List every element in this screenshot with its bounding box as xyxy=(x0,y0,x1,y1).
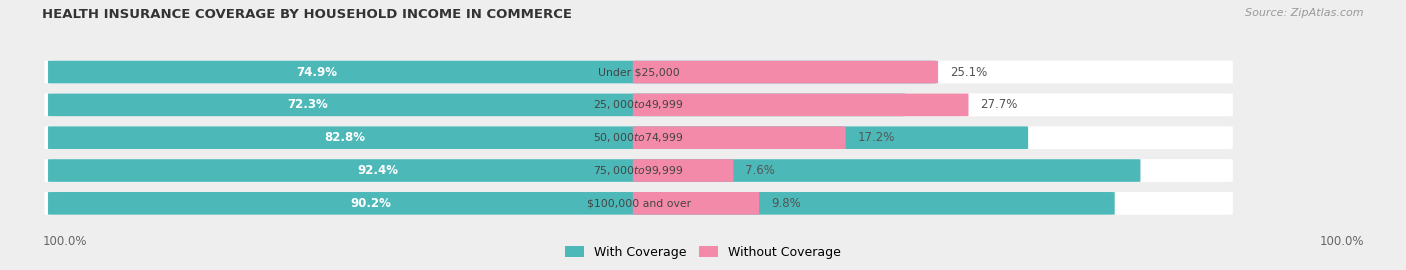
Text: 7.6%: 7.6% xyxy=(745,164,775,177)
FancyBboxPatch shape xyxy=(48,159,1140,182)
FancyBboxPatch shape xyxy=(45,93,1233,116)
FancyBboxPatch shape xyxy=(45,192,1233,215)
Text: 92.4%: 92.4% xyxy=(357,164,398,177)
FancyBboxPatch shape xyxy=(45,61,1233,83)
FancyBboxPatch shape xyxy=(48,192,1115,215)
Text: 82.8%: 82.8% xyxy=(323,131,366,144)
Text: Under $25,000: Under $25,000 xyxy=(598,67,679,77)
Text: 74.9%: 74.9% xyxy=(297,66,337,79)
Text: $100,000 and over: $100,000 and over xyxy=(586,198,690,208)
Text: Source: ZipAtlas.com: Source: ZipAtlas.com xyxy=(1246,8,1364,18)
FancyBboxPatch shape xyxy=(633,159,734,182)
Text: 72.3%: 72.3% xyxy=(287,98,328,112)
FancyBboxPatch shape xyxy=(48,126,1028,149)
FancyBboxPatch shape xyxy=(48,93,905,116)
FancyBboxPatch shape xyxy=(633,126,845,149)
FancyBboxPatch shape xyxy=(633,61,938,83)
Text: 17.2%: 17.2% xyxy=(858,131,894,144)
Text: 9.8%: 9.8% xyxy=(770,197,800,210)
FancyBboxPatch shape xyxy=(45,159,1233,182)
Legend: With Coverage, Without Coverage: With Coverage, Without Coverage xyxy=(561,241,845,264)
FancyBboxPatch shape xyxy=(45,126,1233,149)
Text: 100.0%: 100.0% xyxy=(42,235,87,248)
Text: 25.1%: 25.1% xyxy=(950,66,987,79)
Text: $75,000 to $99,999: $75,000 to $99,999 xyxy=(593,164,683,177)
FancyBboxPatch shape xyxy=(633,93,969,116)
Text: 100.0%: 100.0% xyxy=(1319,235,1364,248)
FancyBboxPatch shape xyxy=(633,192,759,215)
Text: HEALTH INSURANCE COVERAGE BY HOUSEHOLD INCOME IN COMMERCE: HEALTH INSURANCE COVERAGE BY HOUSEHOLD I… xyxy=(42,8,572,21)
Text: $25,000 to $49,999: $25,000 to $49,999 xyxy=(593,98,683,112)
Text: 90.2%: 90.2% xyxy=(350,197,391,210)
FancyBboxPatch shape xyxy=(48,61,936,83)
Text: 27.7%: 27.7% xyxy=(980,98,1018,112)
Text: $50,000 to $74,999: $50,000 to $74,999 xyxy=(593,131,683,144)
